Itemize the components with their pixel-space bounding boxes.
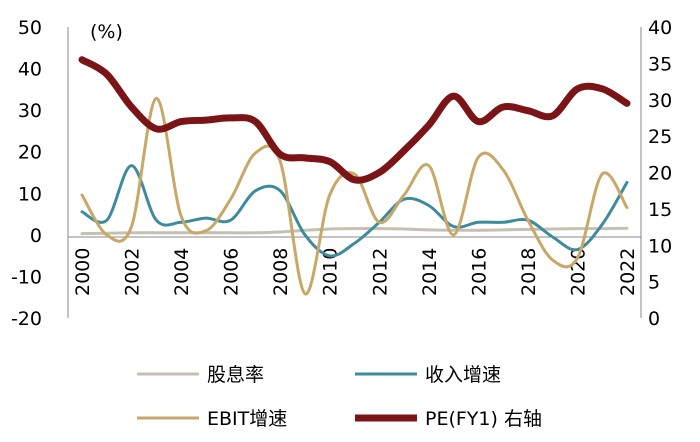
y-right-tick-label: 30 xyxy=(648,90,672,112)
y-left-tick-label: 10 xyxy=(18,183,42,205)
unit-label: (%) xyxy=(90,21,123,43)
y-right-tick-label: 5 xyxy=(648,272,660,294)
series-line-3 xyxy=(78,56,631,184)
x-tick-label: 2020 xyxy=(567,248,589,296)
x-tick-label: 2006 xyxy=(221,248,243,296)
y-right-tick-label: 15 xyxy=(648,199,672,221)
y-right-tick-label: 20 xyxy=(648,163,672,185)
y-right-tick-label: 25 xyxy=(648,126,672,148)
series-line-0 xyxy=(80,226,629,236)
y-right-tick-label: 40 xyxy=(648,17,672,39)
y-left-tick-label: 0 xyxy=(30,225,42,247)
x-tick-label: 2008 xyxy=(270,248,292,296)
y-left-tick-label: 20 xyxy=(18,142,42,164)
x-tick-label: 2014 xyxy=(419,248,441,296)
x-tick-label: 2018 xyxy=(518,248,540,296)
x-tick-label: 2002 xyxy=(122,248,144,296)
y-left-tick-label: -10 xyxy=(11,266,42,288)
axes-frame xyxy=(67,27,642,318)
x-tick-label: 2012 xyxy=(369,248,391,296)
x-tick-label: 2004 xyxy=(171,248,193,296)
x-tick-label: 2000 xyxy=(72,248,94,296)
y-left-tick-label: 30 xyxy=(18,100,42,122)
y-left-tick-label: 50 xyxy=(18,17,42,39)
y-right-tick-label: 0 xyxy=(648,308,660,330)
x-tick-label: 2010 xyxy=(320,248,342,296)
legend-label: EBIT增速 xyxy=(207,408,287,430)
y-left-tick-label: -20 xyxy=(11,308,42,330)
legend-label: 收入增速 xyxy=(425,364,501,386)
y-right-tick-label: 35 xyxy=(648,53,672,75)
y-right-tick-label: 10 xyxy=(648,235,672,257)
x-tick-labels: 2000 2002 2004 2006 2008 2010 2012 2014 2016 2018… xyxy=(72,248,639,296)
x-tick-label: 2016 xyxy=(468,248,490,296)
legend: 股息率 收入增速 EBIT增速 PE(FY1) 右轴 xyxy=(137,364,542,430)
series-line-1 xyxy=(80,164,629,258)
legend-label: 股息率 xyxy=(207,364,264,386)
series-lines xyxy=(78,56,631,296)
y-left-tick-label: 40 xyxy=(18,59,42,81)
y-left-tick-labels: 50 40 30 20 10 0 -10 -20 xyxy=(11,17,42,330)
y-right-tick-labels: 40 35 30 25 20 15 10 5 0 xyxy=(648,17,672,330)
legend-label: PE(FY1) 右轴 xyxy=(425,408,542,430)
x-tick-label: 2022 xyxy=(617,248,639,296)
